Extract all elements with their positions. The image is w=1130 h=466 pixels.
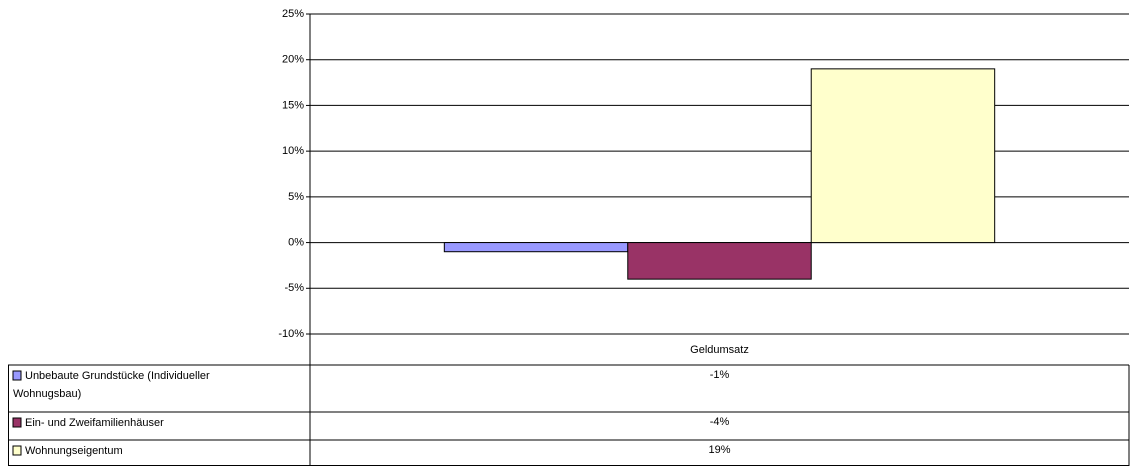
y-tick-label: 0% bbox=[288, 236, 304, 248]
y-tick-label: 20% bbox=[282, 54, 304, 66]
y-tick-label: -10% bbox=[278, 328, 304, 340]
legend-label: Ein- und Zweifamilienhäuser bbox=[25, 417, 164, 429]
bar bbox=[810, 68, 996, 244]
table-value: 19% bbox=[708, 444, 730, 456]
legend-label: Wohnungseigentum bbox=[25, 445, 123, 457]
legend-swatch bbox=[12, 370, 22, 381]
y-tick-label: 5% bbox=[288, 191, 304, 203]
y-tick-label: 15% bbox=[282, 99, 304, 111]
y-tick-label: -5% bbox=[284, 282, 304, 294]
y-tick-label: 10% bbox=[282, 145, 304, 157]
legend-label: Unbebaute Grundstücke (Individueller Wohn… bbox=[13, 370, 210, 400]
table-value: -4% bbox=[710, 416, 730, 428]
table-value: -1% bbox=[710, 369, 730, 381]
bar bbox=[627, 242, 812, 280]
legend-swatch bbox=[12, 445, 22, 456]
y-tick-label: 25% bbox=[282, 8, 304, 20]
bar bbox=[443, 242, 629, 253]
legend-swatch bbox=[12, 417, 22, 428]
x-tick-label: Geldumsatz bbox=[690, 344, 749, 356]
